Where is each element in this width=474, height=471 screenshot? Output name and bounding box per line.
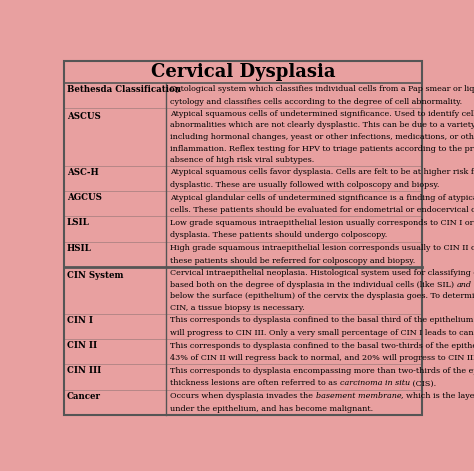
Text: Occurs when dysplasia invades the: Occurs when dysplasia invades the — [170, 392, 316, 400]
Text: CIN System: CIN System — [66, 271, 123, 280]
Text: Bethesda Classification: Bethesda Classification — [66, 85, 181, 94]
Text: cells. These patients should be evaluated for endometrial or endocervical cancer: cells. These patients should be evaluate… — [170, 206, 474, 214]
Text: below the surface (epithelium) of the cervix the dysplasia goes. To determine th: below the surface (epithelium) of the ce… — [170, 292, 474, 300]
Text: Cytological system which classifies individual cells from a Pap smear or liquid : Cytological system which classifies indi… — [170, 85, 474, 93]
Text: LSIL: LSIL — [66, 219, 90, 227]
Text: Atypical squamous cells of undetermined significance. Used to identify cell: Atypical squamous cells of undetermined … — [170, 110, 474, 118]
Text: (CIS).: (CIS). — [410, 379, 436, 387]
Text: these patients should be referred for colposcopy and biopsy.: these patients should be referred for co… — [170, 257, 416, 265]
Text: basement membrane: basement membrane — [316, 392, 401, 400]
Text: CIN, a tissue biopsy is necessary.: CIN, a tissue biopsy is necessary. — [170, 304, 305, 312]
Text: High grade squamous intraepithelial lesion corresponds usually to CIN II or CIN : High grade squamous intraepithelial lesi… — [170, 244, 474, 252]
Text: CIN III: CIN III — [66, 366, 101, 375]
Text: CIN II: CIN II — [66, 341, 97, 350]
Text: This corresponds to dysplasia encompassing more than two-thirds of the epitheliu: This corresponds to dysplasia encompassi… — [170, 367, 474, 375]
Text: how far: how far — [472, 281, 474, 289]
Text: dysplastic. These are usually followed with colposcopy and biopsy.: dysplastic. These are usually followed w… — [170, 181, 439, 189]
Text: and: and — [457, 281, 472, 289]
Text: This corresponds to dysplasia confined to the basal two-thirds of the epithelium: This corresponds to dysplasia confined t… — [170, 341, 474, 349]
Text: Cervical Dysplasia: Cervical Dysplasia — [151, 63, 335, 81]
Text: Cervical intraepithelial neoplasia. Histological system used for classifying dys: Cervical intraepithelial neoplasia. Hist… — [170, 269, 474, 277]
Text: abnormalities which are not clearly dysplastic. This can be due to a variety of : abnormalities which are not clearly dysp… — [170, 122, 474, 130]
Text: inflammation. Reflex testing for HPV to triage patients according to the presenc: inflammation. Reflex testing for HPV to … — [170, 145, 474, 153]
Text: This corresponds to dysplasia confined to the basal third of the epithelium. Abo: This corresponds to dysplasia confined t… — [170, 317, 474, 325]
Text: under the epithelium, and has become malignant.: under the epithelium, and has become mal… — [170, 405, 374, 413]
Text: Atypical glandular cells of undetermined significance is a finding of atypical g: Atypical glandular cells of undetermined… — [170, 194, 474, 202]
Text: AGCUS: AGCUS — [66, 193, 101, 202]
Text: HSIL: HSIL — [66, 244, 91, 252]
Text: carcinoma in situ: carcinoma in situ — [340, 379, 410, 387]
Text: dysplasia. These patients should undergo colposcopy.: dysplasia. These patients should undergo… — [170, 231, 388, 239]
Text: ASC-H: ASC-H — [66, 168, 98, 177]
Text: including hormonal changes, yeast or other infections, medications, or other sou: including hormonal changes, yeast or oth… — [170, 133, 474, 141]
Text: Cancer: Cancer — [66, 392, 100, 401]
Text: absence of high risk viral subtypes.: absence of high risk viral subtypes. — [170, 156, 314, 164]
Text: Low grade squamous intraepithelial lesion usually corresponds to CIN I or mild: Low grade squamous intraepithelial lesio… — [170, 219, 474, 227]
Text: will progress to CIN III. Only a very small percentage of CIN I leads to cancer.: will progress to CIN III. Only a very sm… — [170, 329, 474, 337]
Text: 43% of CIN II will regress back to normal, and 20% will progress to CIN III.: 43% of CIN II will regress back to norma… — [170, 354, 474, 362]
Text: ASCUS: ASCUS — [66, 113, 100, 122]
Text: Atypical squamous cells favor dysplasia. Cells are felt to be at higher risk for: Atypical squamous cells favor dysplasia.… — [170, 168, 474, 176]
Text: cytology and classifies cells according to the degree of cell abnormality.: cytology and classifies cells according … — [170, 97, 462, 106]
Text: thickness lesions are often referred to as: thickness lesions are often referred to … — [170, 379, 340, 387]
Text: CIN I: CIN I — [66, 316, 92, 325]
Text: based both on the degree of dysplasia in the individual cells (like SIL): based both on the degree of dysplasia in… — [170, 281, 457, 289]
Text: , which is the layer of cells: , which is the layer of cells — [401, 392, 474, 400]
